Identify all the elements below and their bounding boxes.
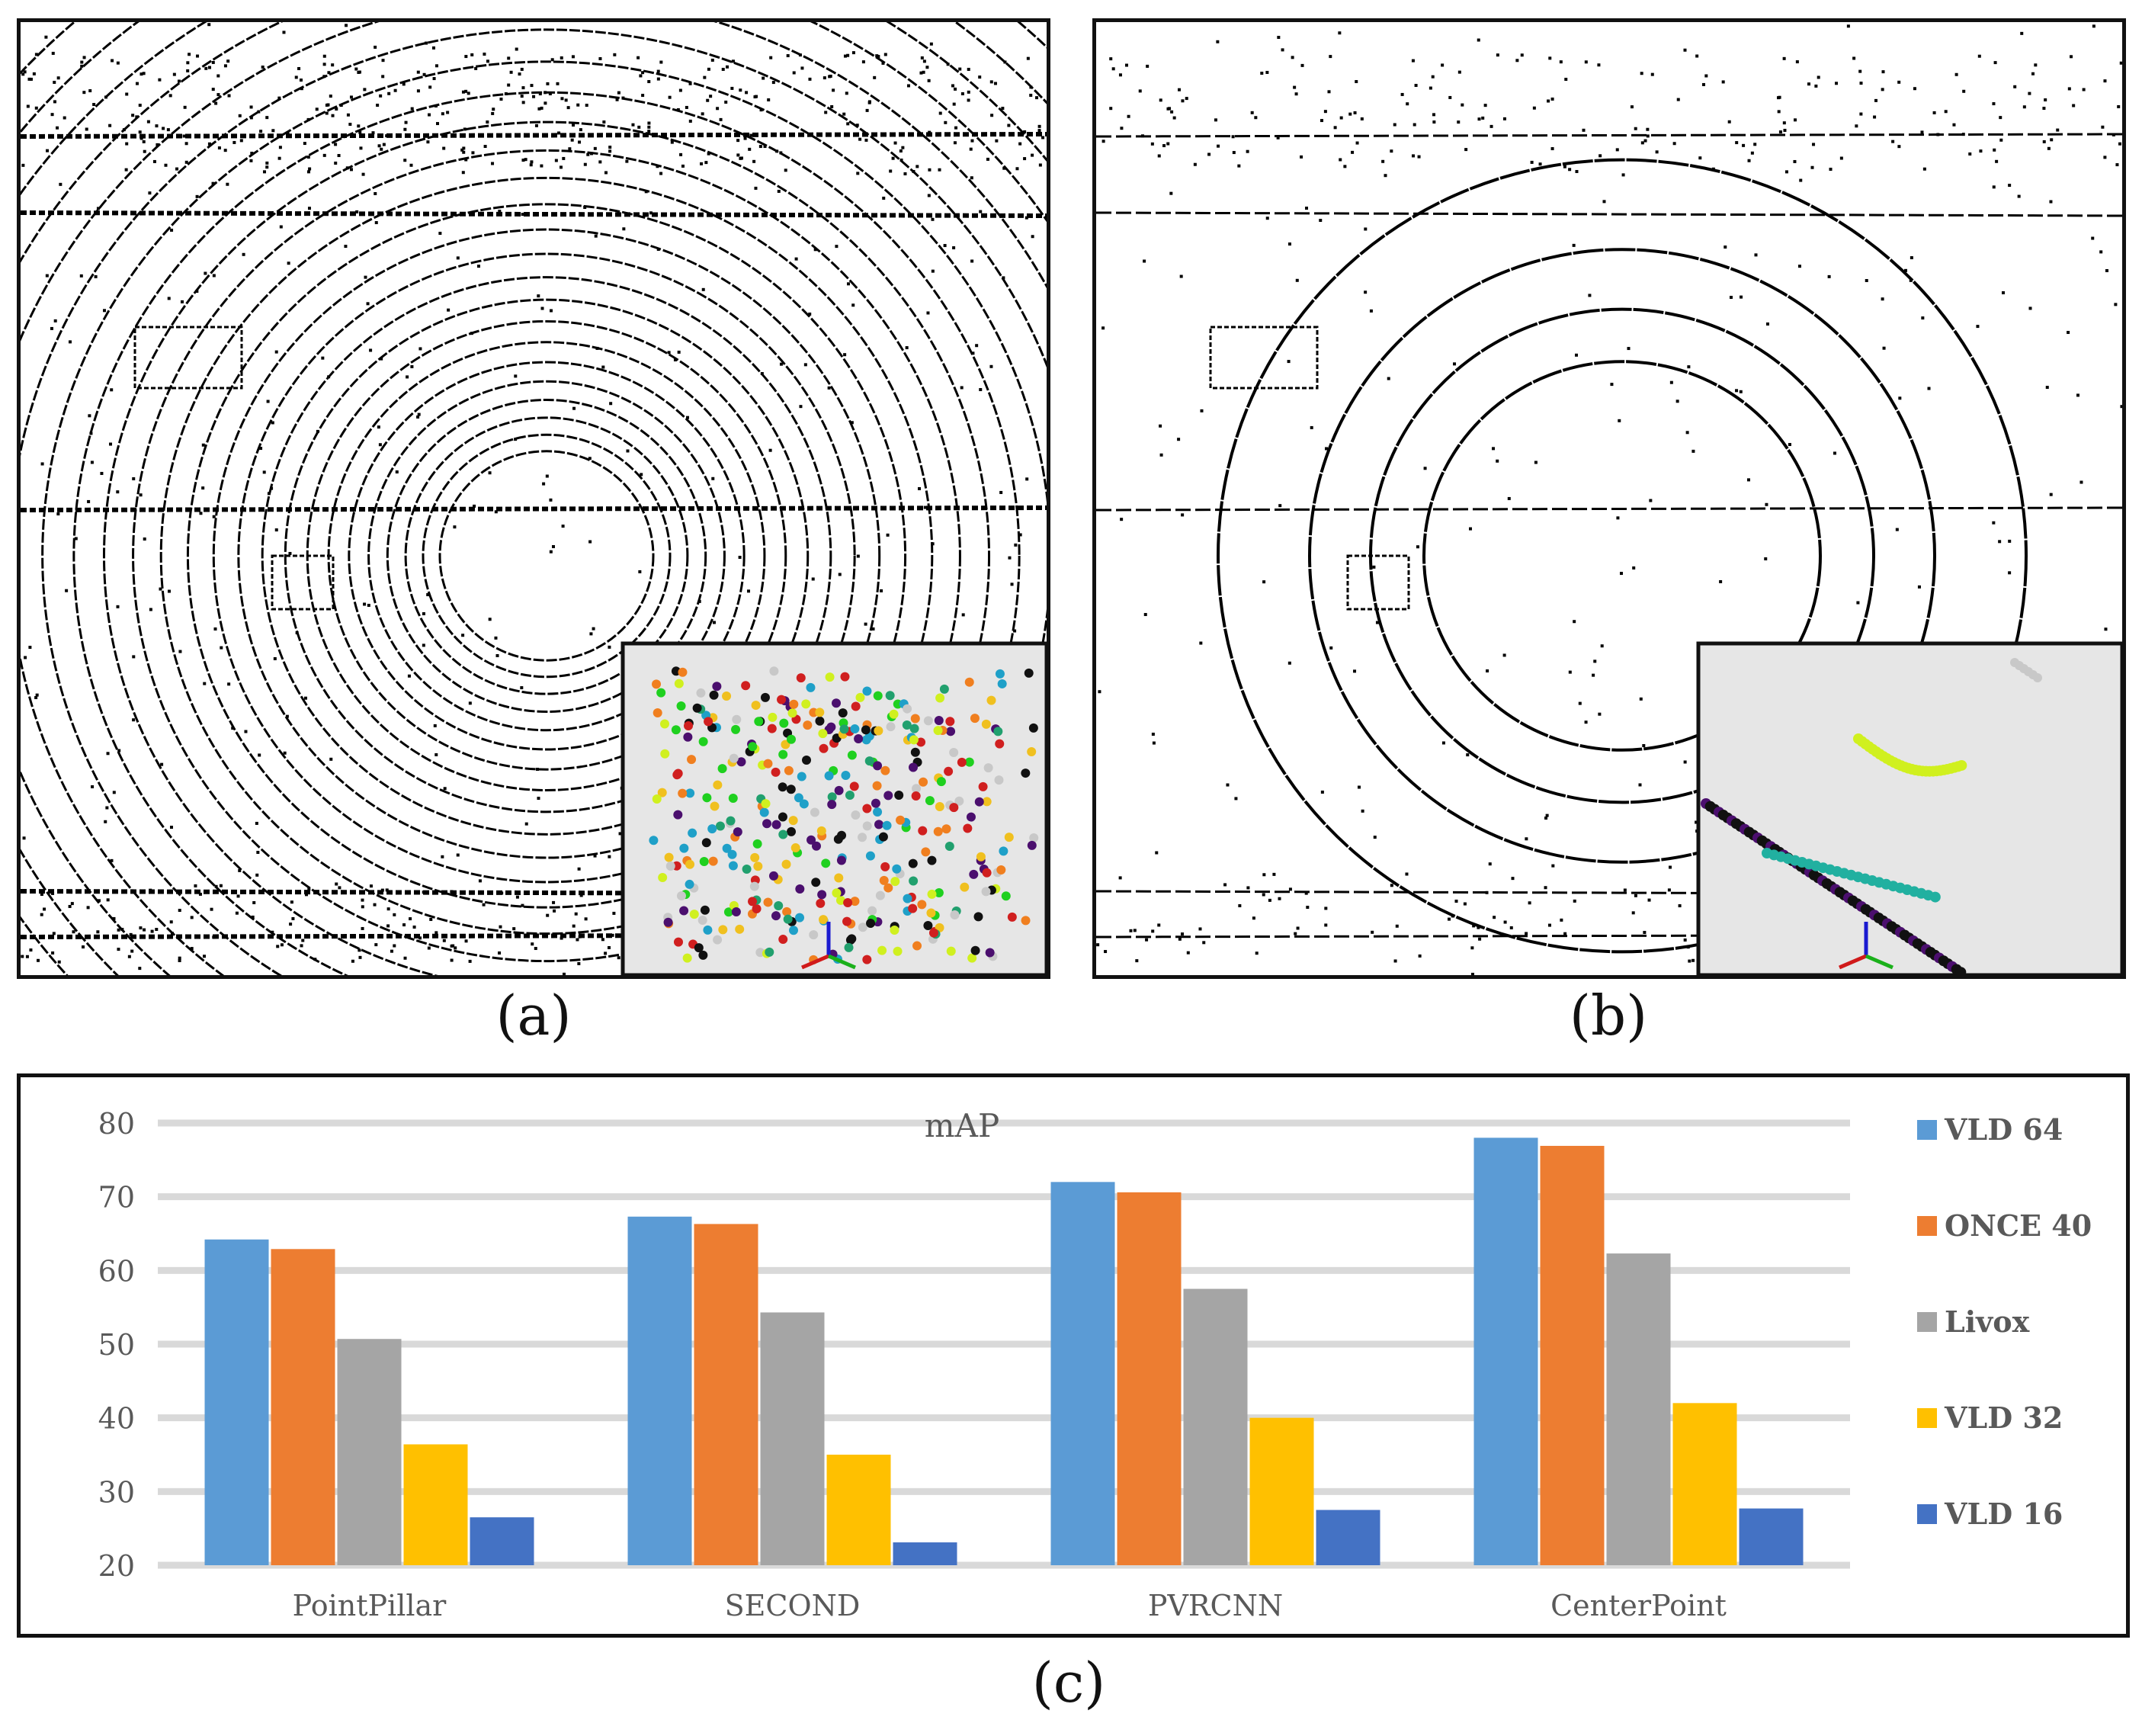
bar-vld-16-pointpillar — [470, 1517, 534, 1565]
bar-vld-32-pvrcnn — [1249, 1417, 1314, 1565]
caption-c: (c) — [1031, 1651, 1106, 1715]
bar-livox-pointpillar — [337, 1339, 402, 1565]
bar-vld-32-centerpoint — [1672, 1403, 1737, 1565]
bar-once-40-pvrcnn — [1117, 1192, 1182, 1565]
bar-vld-16-pvrcnn — [1316, 1510, 1380, 1565]
axes-triad-icon — [1839, 922, 1893, 970]
map-bar-chart: 20 30 40 50 60 70 80 mAP PointPillar SECOND PVRCNN… — [98, 1107, 2092, 1622]
legend-label: VLD 32 — [1944, 1401, 2063, 1435]
legend-label: VLD 16 — [1944, 1497, 2063, 1531]
bar-vld-16-centerpoint — [1739, 1508, 1804, 1565]
zoom-inset — [620, 641, 1047, 975]
y-tick-label: 30 — [98, 1475, 135, 1509]
caption-a: (a) — [495, 984, 572, 1048]
x-category-label: CenterPoint — [1550, 1589, 1727, 1622]
y-tick-label: 70 — [98, 1181, 135, 1215]
pointcloud-a-canvas — [21, 22, 1047, 975]
y-tick-label: 20 — [98, 1549, 135, 1583]
legend-swatch — [1917, 1312, 1937, 1332]
legend-label: VLD 64 — [1944, 1112, 2063, 1147]
bar-once-40-centerpoint — [1540, 1145, 1605, 1565]
panel-a-dense-pointcloud — [17, 18, 1050, 979]
x-category-label: PVRCNN — [1148, 1589, 1283, 1622]
legend-swatch — [1917, 1120, 1937, 1140]
legend-swatch — [1917, 1504, 1937, 1524]
bar-livox-second — [760, 1312, 825, 1565]
bar-livox-pvrcnn — [1183, 1288, 1248, 1565]
bar-vld-32-second — [826, 1455, 891, 1565]
bar-vld-64-pvrcnn — [1050, 1182, 1115, 1565]
y-tick-label: 40 — [98, 1402, 135, 1436]
bar-livox-centerpoint — [1606, 1253, 1671, 1565]
scatter-points — [21, 23, 1045, 975]
lidar-rings — [21, 22, 1047, 975]
bar-vld-32-pointpillar — [403, 1444, 468, 1565]
bar-vld-64-second — [627, 1216, 692, 1565]
x-category-label: PointPillar — [293, 1589, 447, 1622]
bar-once-40-pointpillar — [271, 1249, 335, 1565]
bar-vld-64-centerpoint — [1473, 1138, 1538, 1565]
zoom-inset — [1696, 641, 2122, 975]
x-category-label: SECOND — [725, 1589, 861, 1622]
bar-vld-16-second — [893, 1542, 957, 1565]
panel-c-bar-chart: 20 30 40 50 60 70 80 mAP PointPillar SECOND PVRCNN… — [17, 1073, 2130, 1638]
caption-b: (b) — [1569, 984, 1648, 1048]
y-tick-label: 50 — [98, 1328, 135, 1362]
chart-title: mAP — [925, 1107, 999, 1144]
bar-once-40-second — [694, 1224, 758, 1565]
bar-vld-64-pointpillar — [204, 1239, 269, 1565]
panel-b-sparse-pointcloud — [1092, 18, 2126, 979]
pointcloud-b-canvas — [1096, 24, 2122, 975]
y-tick-label: 60 — [98, 1254, 135, 1288]
axes-triad-icon — [801, 922, 856, 970]
y-tick-label: 80 — [98, 1107, 135, 1141]
legend-swatch — [1917, 1408, 1937, 1428]
legend-label: Livox — [1945, 1304, 2030, 1339]
legend-label: ONCE 40 — [1945, 1208, 2092, 1243]
legend-swatch — [1917, 1216, 1937, 1236]
